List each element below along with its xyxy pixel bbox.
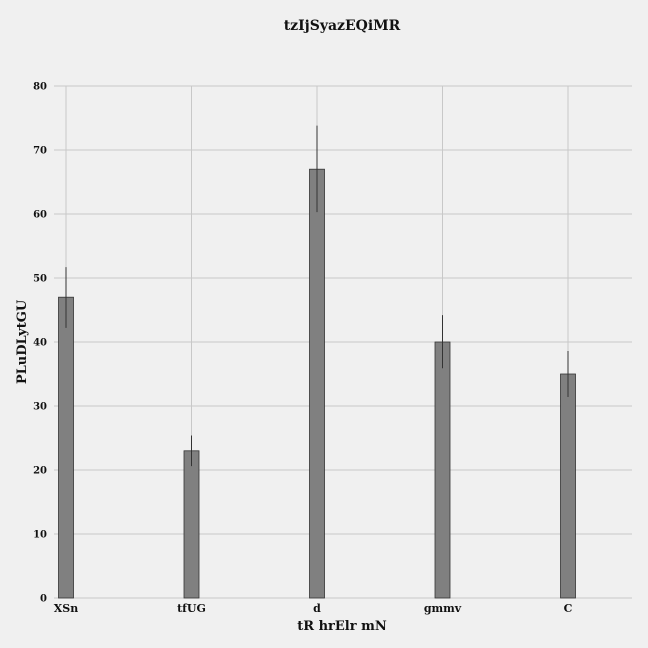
bar-d <box>309 168 325 599</box>
chart-title: tzIjSyazEQiMR <box>284 18 401 34</box>
bars <box>58 168 576 599</box>
y-tick-label: 10 <box>33 530 47 541</box>
y-tick-label: 50 <box>33 274 47 285</box>
bar-gmmv <box>434 341 451 599</box>
x-axis-ticks: XSn tfUG d gmmv C <box>54 602 573 615</box>
x-tick-label: C <box>564 602 573 615</box>
grid <box>54 85 632 599</box>
y-axis-ticks: 0 10 20 30 40 50 60 70 80 <box>33 82 47 605</box>
y-tick-label: 80 <box>33 82 47 93</box>
y-tick-label: 40 <box>33 338 47 349</box>
y-tick-label: 0 <box>40 594 47 605</box>
y-tick-label: 70 <box>33 146 47 157</box>
y-tick-label: 60 <box>33 210 47 221</box>
x-tick-label: XSn <box>54 602 78 615</box>
bar-C <box>560 373 576 599</box>
y-axis-label: PLuDLytGU <box>15 299 30 384</box>
y-tick-label: 20 <box>33 466 47 477</box>
x-tick-label: d <box>313 602 321 615</box>
y-tick-label: 30 <box>33 402 47 413</box>
x-axis-label: tR hrElr mN <box>297 619 387 634</box>
bar-XSn <box>58 296 74 599</box>
error-bars <box>65 125 569 467</box>
bar-tfUG <box>183 450 200 599</box>
x-tick-label: tfUG <box>177 602 206 615</box>
x-tick-label: gmmv <box>424 602 462 615</box>
